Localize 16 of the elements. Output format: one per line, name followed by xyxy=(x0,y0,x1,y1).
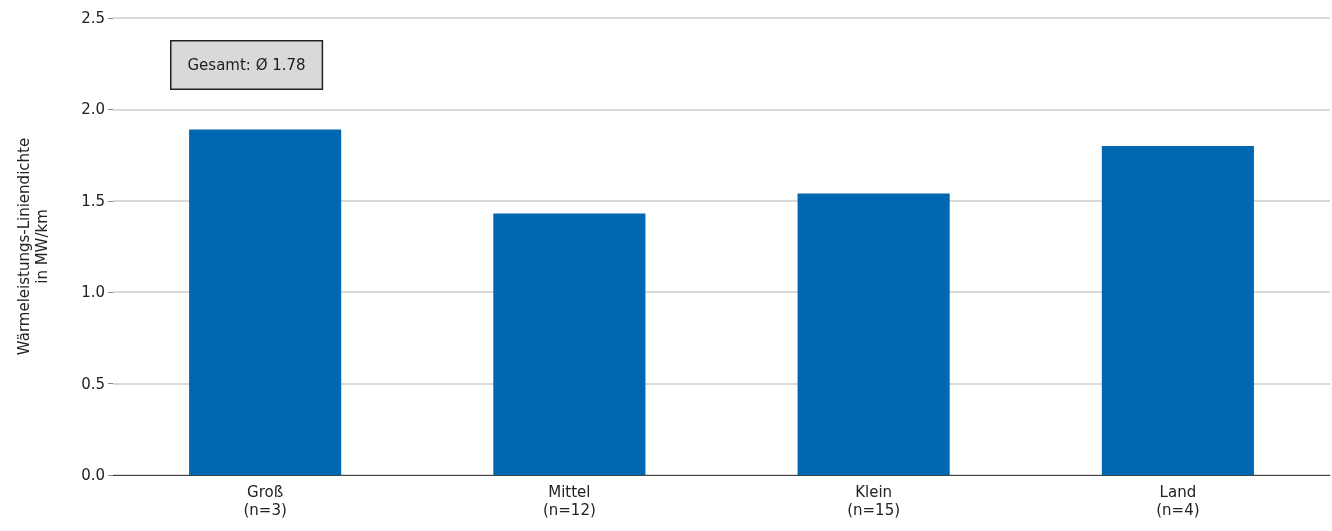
y-tick-label: 0.0 xyxy=(81,466,105,484)
bar xyxy=(797,193,950,475)
y-tick-label: 0.5 xyxy=(81,374,105,393)
y-tick-label: 1.0 xyxy=(81,283,105,302)
y-tick-label: 2.5 xyxy=(81,9,105,27)
x-tick-label: Land (n=4) xyxy=(1156,483,1200,519)
annotation: Gesamt: Ø 1.78 xyxy=(187,56,306,74)
bar xyxy=(189,129,342,475)
y-tick-label: 2.0 xyxy=(81,100,105,119)
x-tick-label: Mittel (n=12) xyxy=(542,483,596,519)
bar xyxy=(1101,145,1254,475)
x-tick-label: Groß (n=3) xyxy=(243,483,287,519)
y-tick-label: 1.5 xyxy=(81,191,105,210)
y-axis-title: Wärmeleistungs-Liniendichte in MW/km xyxy=(15,137,51,356)
x-tick-label: Klein (n=15) xyxy=(847,483,901,519)
bar xyxy=(493,213,646,475)
